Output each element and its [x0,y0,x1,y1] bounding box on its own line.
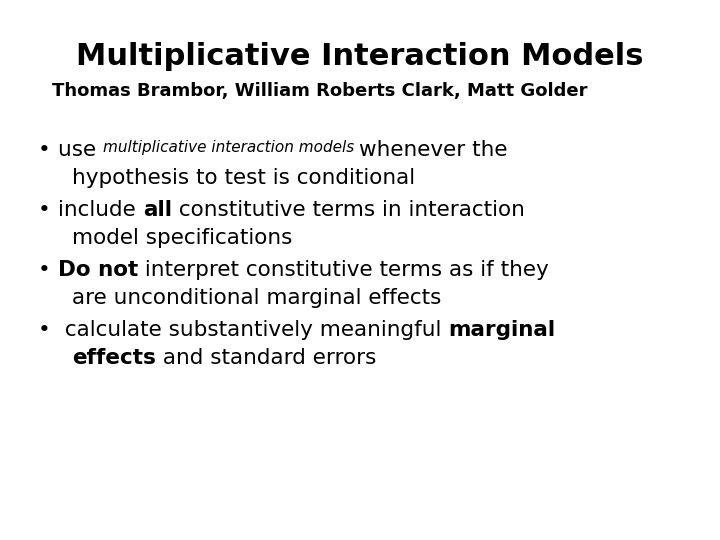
Text: are unconditional marginal effects: are unconditional marginal effects [72,288,441,308]
Text: constitutive terms in interaction: constitutive terms in interaction [171,200,524,220]
Text: •: • [38,200,50,220]
Text: and standard errors: and standard errors [156,348,377,368]
Text: use: use [58,140,103,160]
Text: marginal: marginal [449,320,555,340]
Text: effects: effects [72,348,156,368]
Text: hypothesis to test is conditional: hypothesis to test is conditional [72,168,415,188]
Text: Do not: Do not [58,260,138,280]
Text: Multiplicative Interaction Models: Multiplicative Interaction Models [76,42,644,71]
Text: calculate substantively meaningful: calculate substantively meaningful [58,320,449,340]
Text: include: include [58,200,143,220]
Text: all: all [143,200,171,220]
Text: interpret constitutive terms as if they: interpret constitutive terms as if they [138,260,549,280]
Text: •: • [38,260,50,280]
Text: multiplicative interaction models: multiplicative interaction models [103,140,359,155]
Text: Thomas Brambor, William Roberts Clark, Matt Golder: Thomas Brambor, William Roberts Clark, M… [52,82,588,100]
Text: •: • [38,320,50,340]
Text: whenever the: whenever the [359,140,508,160]
Text: •: • [38,140,50,160]
Text: model specifications: model specifications [72,228,292,248]
